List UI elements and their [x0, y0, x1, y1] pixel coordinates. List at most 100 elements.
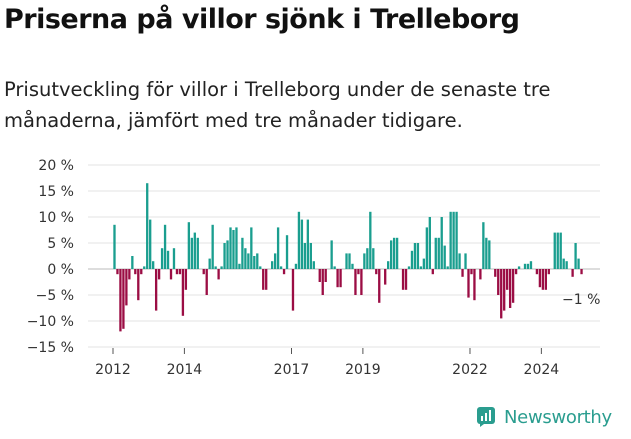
- bar: [229, 227, 232, 269]
- bar: [401, 269, 405, 290]
- bar: [389, 240, 393, 269]
- bar: [157, 269, 161, 280]
- bar: [262, 269, 265, 290]
- bar: [514, 269, 518, 275]
- bar: [556, 232, 559, 269]
- bar: [172, 248, 176, 269]
- bar: [113, 224, 116, 269]
- bar: [134, 269, 137, 275]
- bar: [529, 261, 533, 269]
- bar: [223, 243, 226, 269]
- bar: [152, 261, 155, 269]
- bar: [482, 222, 485, 269]
- bar: [333, 266, 336, 269]
- bar: [571, 269, 574, 277]
- bar: [392, 237, 396, 269]
- y-tick-label: −10 %: [27, 314, 74, 330]
- bar: [285, 235, 289, 269]
- bar: [125, 269, 128, 306]
- y-tick-label: 10 %: [38, 210, 74, 226]
- bar: [562, 258, 565, 269]
- y-tick-label: −5 %: [36, 288, 74, 304]
- bar: [163, 224, 167, 269]
- bar: [160, 248, 164, 269]
- bar: [339, 269, 342, 288]
- bar: [220, 266, 223, 269]
- bar: [458, 253, 461, 269]
- bar: [202, 269, 205, 275]
- bar: [449, 211, 452, 269]
- bar: [282, 269, 286, 275]
- bar: [425, 227, 429, 269]
- bar: [122, 269, 125, 329]
- bar: [140, 269, 143, 275]
- bar: [250, 227, 253, 269]
- bar: [294, 263, 298, 269]
- bar: [116, 269, 119, 275]
- bar: [410, 250, 414, 269]
- bar: [214, 266, 217, 269]
- bar: [336, 269, 339, 288]
- y-tick-label: 0 %: [47, 262, 74, 278]
- bar: [154, 269, 158, 311]
- bar: [265, 269, 268, 290]
- bar: [270, 261, 274, 269]
- bar: [175, 269, 179, 275]
- bar: [559, 232, 562, 269]
- bar: [244, 248, 247, 269]
- bar: [553, 232, 556, 269]
- bar: [253, 256, 256, 269]
- brand-name: Newsworthy: [504, 406, 612, 428]
- y-tick-label: −15 %: [27, 340, 74, 356]
- bar: [354, 269, 357, 295]
- bar: [360, 269, 363, 295]
- bar: [169, 269, 173, 280]
- bar: [526, 263, 530, 269]
- bar: [324, 269, 327, 282]
- bar: [479, 269, 482, 280]
- bar: [241, 237, 244, 269]
- bar: [187, 222, 191, 269]
- bar: [232, 230, 235, 269]
- bar: [348, 253, 351, 269]
- bar: [485, 237, 488, 269]
- bar: [384, 269, 387, 285]
- bar: [279, 266, 283, 269]
- last-value-label: −1 %: [562, 292, 600, 308]
- bar: [473, 269, 476, 301]
- chart-title: Priserna på villor sjönk i Trelleborg: [4, 4, 520, 35]
- bar: [544, 269, 547, 290]
- x-tick-label: 2017: [274, 362, 310, 378]
- bar: [184, 269, 188, 290]
- bar: [345, 253, 348, 269]
- bar: [137, 269, 140, 301]
- bar: [363, 253, 366, 269]
- bar: [547, 269, 550, 275]
- bar: [247, 253, 250, 269]
- bar: [395, 237, 399, 269]
- bar: [407, 266, 411, 269]
- bar: [303, 243, 307, 269]
- bar: [467, 269, 470, 298]
- y-tick-label: 15 %: [38, 184, 74, 200]
- bar: [143, 266, 146, 269]
- bar: [297, 211, 301, 269]
- bar: [464, 253, 467, 269]
- bar: [378, 269, 381, 303]
- x-tick-label: 2012: [95, 362, 131, 378]
- bar: [517, 266, 521, 269]
- x-tick-label: 2022: [452, 362, 488, 378]
- y-tick-label: 5 %: [47, 236, 74, 252]
- bar: [446, 266, 449, 269]
- bar: [494, 269, 497, 277]
- bars: [113, 183, 583, 332]
- bar: [506, 269, 509, 290]
- bar: [208, 258, 211, 269]
- bar-chart: 20 %15 %10 %5 %0 %−5 %−10 %−15 % 2012 201…: [27, 158, 601, 378]
- x-axis: 2012 2014 2017 2019 2022 2024: [95, 348, 559, 378]
- y-axis-labels: 20 % 15 % 10 % 5 % 0 % −5 % −10 % −15 %: [27, 158, 74, 356]
- bar: [413, 243, 417, 269]
- bar: [238, 263, 241, 269]
- x-tick-label: 2014: [167, 362, 203, 378]
- bar: [419, 266, 423, 269]
